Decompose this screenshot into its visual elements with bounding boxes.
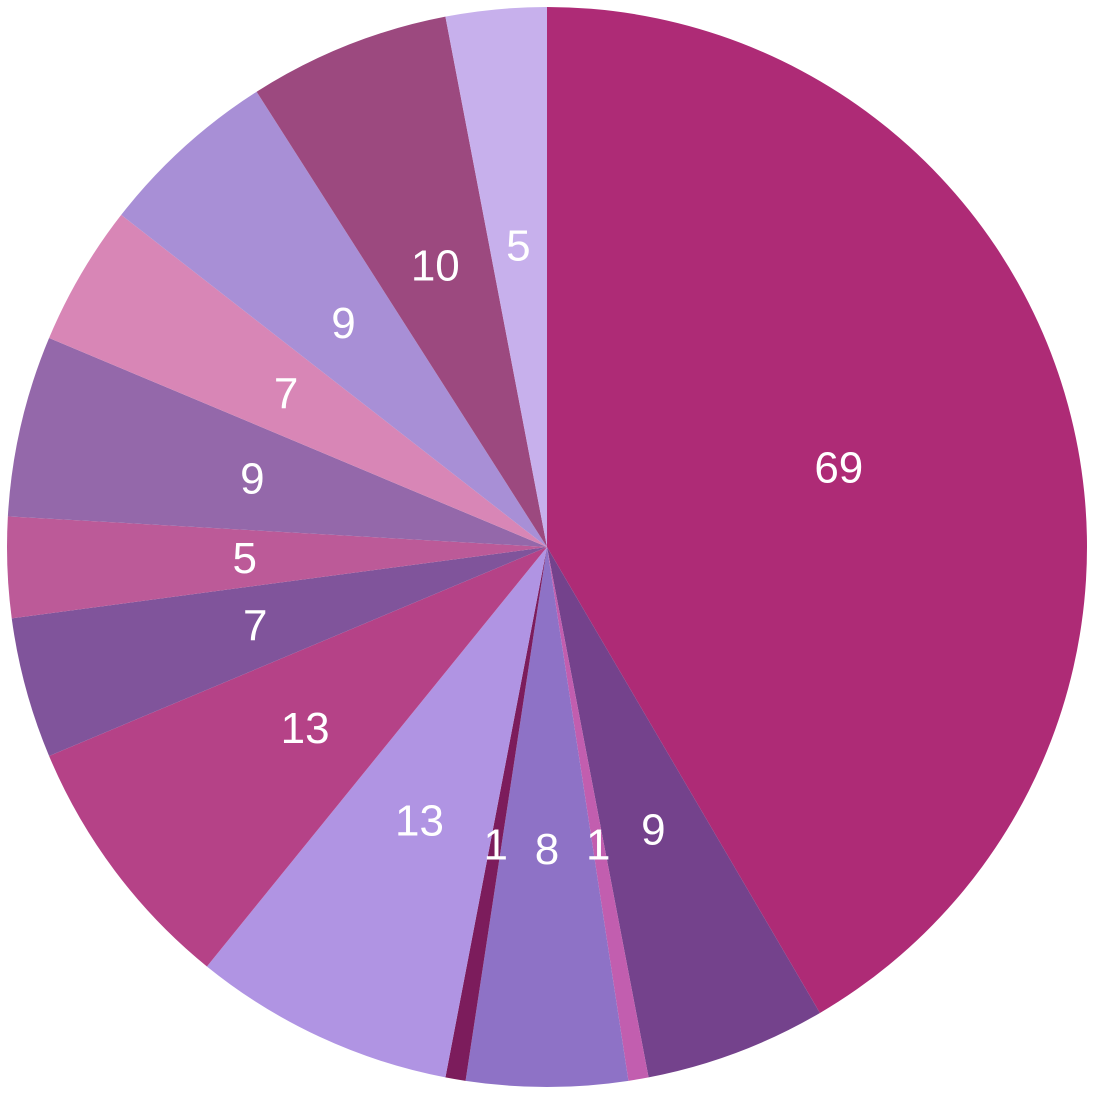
pie-slice-13 bbox=[445, 7, 547, 547]
pie-slice-label-5: 13 bbox=[395, 797, 444, 846]
pie-slice-9 bbox=[7, 337, 547, 547]
pie-slice-label-1: 9 bbox=[641, 806, 665, 855]
pie-slice-1 bbox=[547, 547, 820, 1078]
pie-slice-7 bbox=[11, 547, 547, 757]
pie-slice-label-4: 1 bbox=[483, 821, 507, 870]
pie-slice-label-7: 7 bbox=[243, 602, 267, 651]
pie-slices bbox=[6, 7, 1088, 1087]
pie-slice-8 bbox=[6, 516, 547, 619]
pie-slice-label-8: 5 bbox=[233, 534, 257, 583]
pie-slice-label-11: 9 bbox=[331, 299, 355, 348]
pie-slice-11 bbox=[121, 91, 548, 548]
pie-slice-label-0: 69 bbox=[814, 443, 863, 492]
pie-slice-10 bbox=[49, 214, 548, 548]
pie-slice-label-12: 10 bbox=[411, 242, 460, 291]
pie-slice-6 bbox=[49, 547, 548, 967]
pie-slice-2 bbox=[547, 547, 649, 1081]
pie-slice-4 bbox=[445, 547, 547, 1081]
pie-slice-12 bbox=[256, 16, 547, 547]
pie-slice-0 bbox=[547, 7, 1088, 1013]
pie-slice-label-3: 8 bbox=[535, 825, 559, 874]
pie-slice-label-6: 13 bbox=[281, 704, 330, 753]
pie-slice-label-9: 9 bbox=[240, 454, 264, 503]
pie-slice-5 bbox=[206, 547, 547, 1078]
pie-slice-label-13: 5 bbox=[506, 222, 530, 271]
pie-slice-label-2: 1 bbox=[586, 821, 610, 870]
pie-slice-3 bbox=[465, 547, 629, 1087]
pie-slice-label-10: 7 bbox=[274, 370, 298, 419]
